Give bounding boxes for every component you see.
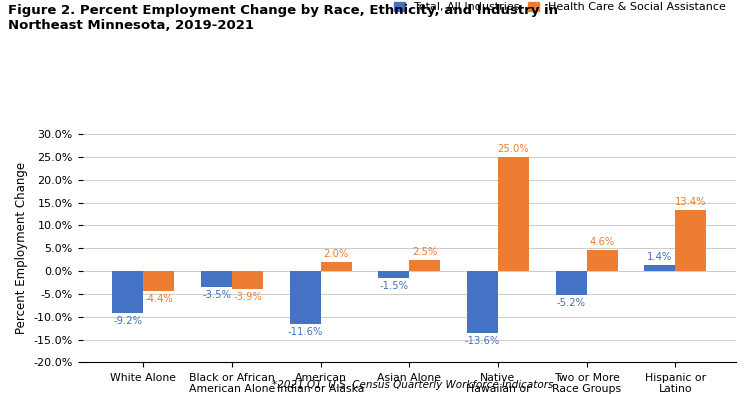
- Bar: [290, 271, 321, 324]
- Legend: Total, All Industries, Health Care & Social Assistance: Total, All Industries, Health Care & Soc…: [389, 0, 731, 17]
- Text: Figure 2. Percent Employment Change by Race, Ethnicity, and Industry in
Northeas: Figure 2. Percent Employment Change by R…: [8, 4, 557, 32]
- Text: -3.5%: -3.5%: [202, 290, 231, 300]
- Bar: [556, 271, 587, 295]
- Text: -4.4%: -4.4%: [144, 294, 173, 304]
- Text: -13.6%: -13.6%: [465, 336, 500, 346]
- Text: *2021 Q1. U.S. Census Quarterly Workforce Indicators: *2021 Q1. U.S. Census Quarterly Workforc…: [273, 380, 553, 390]
- Bar: [143, 271, 174, 291]
- Text: 25.0%: 25.0%: [498, 144, 529, 154]
- Text: 1.4%: 1.4%: [647, 252, 672, 262]
- Text: 13.4%: 13.4%: [675, 197, 707, 207]
- Y-axis label: Percent Employment Change: Percent Employment Change: [15, 162, 28, 334]
- Bar: [379, 271, 409, 278]
- Text: -9.2%: -9.2%: [113, 316, 143, 326]
- Bar: [409, 260, 440, 271]
- Text: -1.5%: -1.5%: [379, 281, 409, 291]
- Bar: [644, 265, 675, 271]
- Bar: [498, 157, 529, 271]
- Text: -11.6%: -11.6%: [288, 327, 323, 337]
- Bar: [587, 250, 617, 271]
- Bar: [232, 271, 263, 289]
- Text: 4.6%: 4.6%: [590, 237, 615, 247]
- Text: 2.0%: 2.0%: [324, 249, 348, 259]
- Bar: [321, 262, 351, 271]
- Bar: [113, 271, 143, 313]
- Text: -5.2%: -5.2%: [556, 297, 586, 308]
- Bar: [467, 271, 498, 333]
- Text: -3.9%: -3.9%: [233, 292, 262, 302]
- Bar: [675, 210, 706, 271]
- Bar: [201, 271, 232, 287]
- Text: 2.5%: 2.5%: [412, 247, 438, 257]
